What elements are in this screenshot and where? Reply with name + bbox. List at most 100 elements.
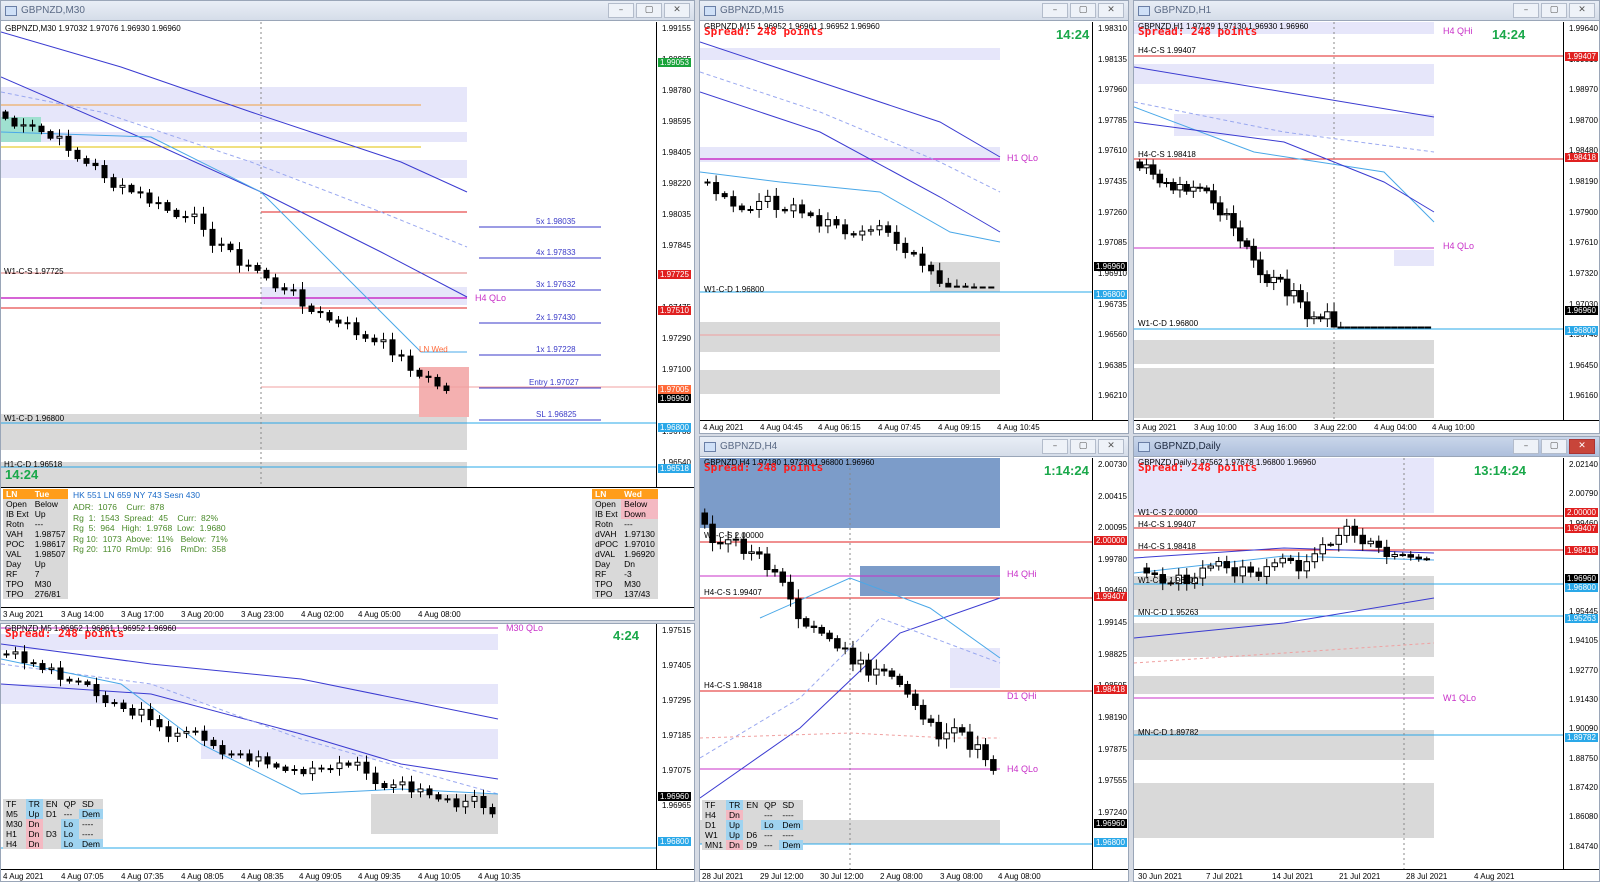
candle-body	[264, 756, 271, 765]
price-axis[interactable]: 1.97515 1.97405 1.97295 1.97185 1.97075 1.969…	[656, 624, 694, 869]
chart-window-m30[interactable]: GBPNZD,M30 – ▢ ✕ GBPNZD,M30 1.97032 1.97…	[0, 0, 695, 621]
chart-window-daily[interactable]: GBPNZD,Daily – ▢ ✕ GBPNZD,Daily 1.97562 …	[1133, 436, 1600, 882]
candle-body	[701, 512, 708, 525]
chart-window-m5[interactable]: GBPNZD,M5 1.96952 1.96961 1.96952 1.9696…	[0, 623, 695, 882]
supply-demand-zone	[860, 566, 1000, 596]
candle-body	[732, 538, 740, 541]
time-axis[interactable]: 3 Aug 2021 3 Aug 10:00 3 Aug 16:00 3 Aug 22…	[1134, 420, 1599, 433]
price-chart-h4[interactable]	[700, 458, 1092, 869]
time-tick-label: 3 Aug 10:00	[1194, 423, 1237, 432]
chart-area-m15[interactable]: GBPNZD,M15 1.96952 1.96961 1.96952 1.969…	[700, 22, 1128, 433]
candle-body	[971, 286, 978, 289]
candle-body	[228, 753, 235, 756]
minimize-button[interactable]: –	[1042, 439, 1068, 454]
price-chart-daily[interactable]	[1134, 458, 1563, 869]
time-axis[interactable]: 3 Aug 2021 3 Aug 14:00 3 Aug 17:00 3 Aug 20…	[1, 607, 694, 620]
price-chart-m30[interactable]	[1, 22, 656, 487]
price-tick-label: 1.98310	[1098, 24, 1127, 33]
price-chart-m15[interactable]	[700, 22, 1092, 420]
close-button[interactable]: ✕	[1569, 439, 1595, 454]
candle-body	[1297, 290, 1304, 303]
candle-body	[101, 165, 108, 179]
close-button[interactable]: ✕	[664, 3, 690, 18]
minimize-button[interactable]: –	[1513, 439, 1539, 454]
maximize-button[interactable]: ▢	[1070, 439, 1096, 454]
time-axis[interactable]: 28 Jul 2021 29 Jul 12:00 30 Jul 12:00 2 Aug…	[700, 869, 1128, 881]
minimize-button[interactable]: –	[1513, 3, 1539, 18]
price-axis[interactable]: 2.021402.007901.994601.981201.967801.954…	[1563, 458, 1599, 869]
chart-area-h4[interactable]: GBPNZD,H4 1.97180 1.97230 1.96800 1.9696…	[700, 458, 1128, 881]
price-axis[interactable]: 1.991551.989651.987801.985951.984051.982…	[656, 22, 694, 487]
chart-area-m30[interactable]: GBPNZD,M30 1.97032 1.97076 1.96930 1.969…	[1, 22, 694, 620]
price-chart-h1[interactable]	[1134, 22, 1563, 420]
chart-window-m15[interactable]: GBPNZD,M15 – ▢ ✕ GBPNZD,M15 1.96952 1.96…	[699, 0, 1129, 434]
info-key: TPO	[592, 579, 622, 589]
minimize-button[interactable]: –	[608, 3, 634, 18]
window-title: GBPNZD,H1	[1154, 5, 1212, 16]
supply-demand-zone	[1, 462, 467, 487]
window-titlebar[interactable]: GBPNZD,H4 – ▢ ✕	[700, 437, 1128, 457]
info-key: VAH	[3, 529, 32, 539]
info-key: Open	[592, 499, 622, 509]
candle-body	[12, 651, 19, 655]
candle-body	[841, 647, 849, 650]
time-tick-label: 28 Jul 2021	[1406, 872, 1448, 881]
price-tick-label: 1.97610	[1569, 238, 1598, 248]
moving-average-line	[700, 597, 1001, 799]
candle-body	[935, 721, 942, 740]
price-axis[interactable]: 1.98310 1.98135 1.97960 1.97785 1.97610 1.974…	[1092, 22, 1128, 420]
time-axis[interactable]: 30 Jun 2021 7 Jul 2021 14 Jul 2021 21 Jul 2…	[1134, 869, 1599, 881]
price-tag: 1.99407	[1094, 592, 1127, 601]
price-axis[interactable]: 2.00730 2.00415 2.00095 1.99780 1.99460 1.991…	[1092, 458, 1128, 869]
time-axis[interactable]: 4 Aug 2021 4 Aug 07:05 4 Aug 07:35 4 Aug 08…	[1, 869, 694, 881]
target-level-label: 5x 1.98035	[536, 217, 576, 226]
candle-body	[857, 659, 864, 665]
time-tick-label: 4 Aug 08:00	[998, 872, 1041, 881]
close-button[interactable]: ✕	[1098, 439, 1124, 454]
price-tick-label: 1.97290	[662, 334, 691, 343]
info-key: Day	[3, 559, 32, 569]
candle-body	[155, 202, 162, 205]
chart-area-m5[interactable]: GBPNZD,M5 1.96952 1.96961 1.96952 1.9696…	[1, 624, 694, 881]
price-tick-label: 1.92770	[1569, 665, 1598, 675]
info-key: RF	[3, 569, 32, 579]
trend-table-cell: Dn	[725, 840, 744, 850]
candle-body	[1367, 540, 1374, 545]
maximize-button[interactable]: ▢	[1070, 3, 1096, 18]
candle-body	[1263, 566, 1270, 577]
price-tag: 1.97510	[658, 306, 691, 315]
candle-body	[910, 251, 917, 255]
price-chart-m5[interactable]	[1, 624, 656, 869]
candle-body	[417, 788, 424, 793]
time-axis[interactable]: 4 Aug 2021 4 Aug 04:45 4 Aug 06:15 4 Aug 07…	[700, 420, 1128, 433]
chart-area-h1[interactable]: GBPNZD,H1 1.97129 1.97130 1.96930 1.9696…	[1134, 22, 1599, 433]
info-value: Below	[621, 499, 658, 509]
window-titlebar[interactable]: GBPNZD,Daily – ▢ ✕	[1134, 437, 1599, 457]
window-titlebar[interactable]: GBPNZD,M15 – ▢ ✕	[700, 1, 1128, 21]
chart-window-h4[interactable]: GBPNZD,H4 – ▢ ✕ GBPNZD,H4 1.97180 1.9723…	[699, 436, 1129, 882]
maximize-button[interactable]: ▢	[636, 3, 662, 18]
price-axis[interactable]: 1.996401.993101.989701.987001.984801.981…	[1563, 22, 1599, 420]
window-titlebar[interactable]: GBPNZD,M30 – ▢ ✕	[1, 1, 694, 21]
maximize-button[interactable]: ▢	[1541, 439, 1567, 454]
window-titlebar[interactable]: GBPNZD,H1 – ▢ ✕	[1134, 1, 1599, 21]
close-button[interactable]: ✕	[1098, 3, 1124, 18]
candle-body	[816, 215, 823, 227]
candle-body	[1415, 556, 1422, 560]
close-button[interactable]: ✕	[1569, 3, 1595, 18]
candle-body	[738, 205, 745, 211]
level-label-w1cd: W1-C-D 1.96800	[4, 414, 65, 423]
moving-average-line	[700, 91, 1001, 233]
price-tag: 2.00000	[1565, 508, 1598, 517]
chart-window-h1[interactable]: GBPNZD,H1 – ▢ ✕ GBPNZD,H1 1.97129 1.9713…	[1133, 0, 1600, 434]
minimize-button[interactable]: –	[1042, 3, 1068, 18]
time-tick-label: 3 Aug 20:00	[181, 610, 224, 619]
trend-table-cell: D6	[743, 830, 762, 840]
price-tick-label: 1.95445	[1569, 606, 1598, 616]
chart-area-daily[interactable]: GBPNZD,Daily 1.97562 1.97678 1.96800 1.9…	[1134, 458, 1599, 881]
price-tag: 1.98418	[1565, 546, 1598, 555]
supply-demand-zone	[1, 684, 498, 704]
price-tag: 1.99053	[658, 58, 691, 67]
candle-body	[756, 200, 763, 211]
maximize-button[interactable]: ▢	[1541, 3, 1567, 18]
